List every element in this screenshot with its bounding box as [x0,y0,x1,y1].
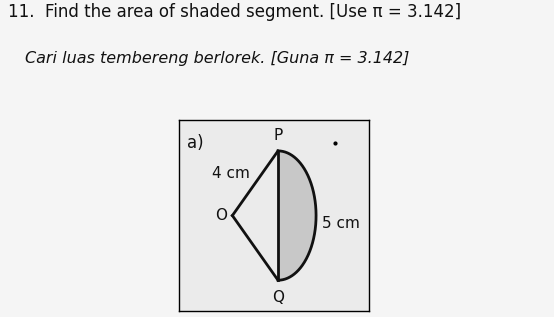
Text: P: P [274,128,283,143]
Text: Cari luas tembereng berlorek. [Guna π = 3.142]: Cari luas tembereng berlorek. [Guna π = … [25,51,409,66]
Text: Q: Q [272,290,284,305]
Text: 4 cm: 4 cm [212,166,249,181]
Polygon shape [278,151,316,280]
Text: a): a) [187,134,203,152]
Text: 11.  Find the area of shaded segment. [Use π = 3.142]: 11. Find the area of shaded segment. [Us… [8,3,461,21]
Text: 5 cm: 5 cm [322,216,360,231]
Text: O: O [215,208,227,223]
